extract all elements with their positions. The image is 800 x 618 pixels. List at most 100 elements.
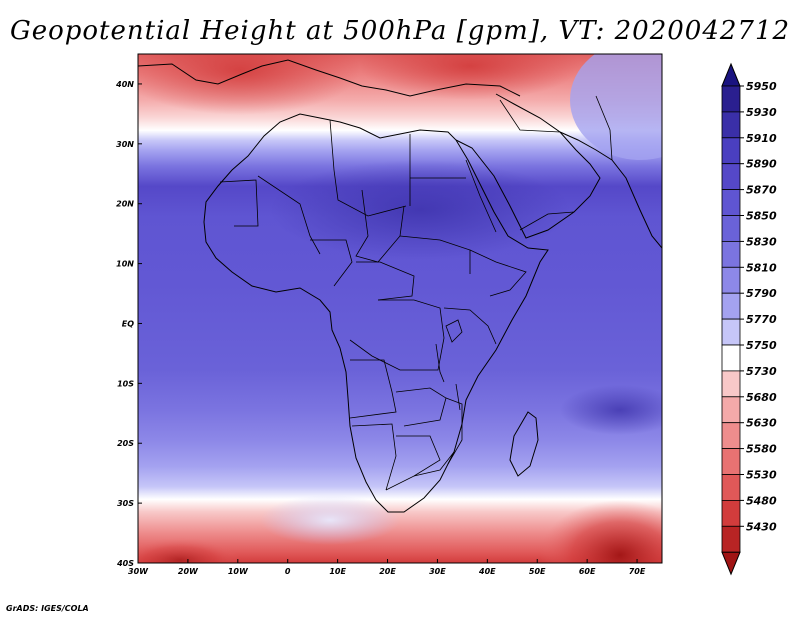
border-mali-niger [257,175,321,255]
border-sudan [399,235,471,274]
colorbar-level-label: 5480 [746,494,777,507]
lon-tick-label: 20E [379,567,396,576]
ridge-northeast [570,54,662,160]
low-height-southwest [138,538,240,563]
india-coastline [611,159,662,249]
lat-tick-label: 10S [117,379,134,388]
high-height-indian-ocean [560,385,662,435]
low-height-southeast [540,500,662,563]
border-botswana [396,435,441,477]
low-height-north [360,54,580,100]
height-field [138,54,662,563]
grads-credit: GrADS: IGES/COLA [6,604,89,613]
lat-tick-label: 30N [116,140,134,149]
colorbar: 5950 5930 5910 5890 5870 5850 5830 5810 5790 5770… [721,62,777,576]
colorbar-level-label: 5890 [746,158,777,171]
madagascar-coastline [509,411,539,477]
colorbar-swatch [721,137,741,165]
lat-tick-label: 30S [117,499,134,508]
colorbar-swatch [721,292,741,320]
border-namibia [351,423,397,491]
latitude-axis: 40N 30N 20N 10N EQ 10S 20S 30S 40S [115,80,142,568]
ridge-south-atlantic [260,495,400,545]
border-ethiopia [469,249,527,297]
colorbar-swatch [721,85,741,113]
map-frame [137,53,663,564]
lat-tick-label: 20S [117,439,134,448]
arabia-coastline [455,93,601,239]
colorbar-level-label: 5630 [746,417,777,430]
lon-tick-label: 40E [478,567,496,576]
colorbar-swatch [721,240,741,268]
country-borders [219,95,613,491]
colorbar-swatch [721,266,741,294]
colorbar-level-label: 5830 [746,235,777,248]
colorbar-level-label: 5810 [746,261,777,274]
colorbar-level-label: 5850 [746,210,777,223]
colorbar-swatch [721,448,741,475]
border-car [356,261,415,301]
colorbar-swatch [721,318,741,346]
lon-tick-label: 0 [285,567,291,576]
colorbar-swatch [721,525,741,553]
colorbar-cap-top [721,62,741,87]
border-east-africa [443,307,497,345]
lon-tick-label: 10E [329,567,346,576]
colorbar-swatch [721,189,741,216]
colorbar-level-label: 5580 [746,443,777,456]
colorbar-swatch [721,370,741,398]
colorbar-level-label: 5680 [746,391,777,404]
lon-tick-label: 10W [228,567,249,576]
lon-tick-label: 30W [128,567,149,576]
border-algeria-libya [329,119,407,217]
lat-tick-label: 20N [116,200,134,209]
high-height-sahara [270,160,570,260]
colorbar-cap-bottom [721,551,741,576]
lon-tick-label: 30E [429,567,446,576]
border-chad [355,189,405,263]
border-drc [349,299,445,371]
border-mauritania [219,179,259,227]
border-iran-pakistan [595,95,613,161]
colorbar-swatch [721,163,741,190]
longitude-axis: 30W 20W 10W 0 10E 20E 30E 40E 50E 60E 70E [128,559,646,576]
colorbar-level-label: 5430 [746,520,777,533]
colorbar-swatch [721,344,741,372]
lon-tick-label: 50E [529,567,546,576]
colorbar-swatch [721,396,741,424]
border-mozambique [445,397,463,465]
lat-tick-label: 40N [115,80,134,89]
lake-tanganyika [435,343,445,383]
red-sea-west-coast [465,159,497,233]
europe-coastline [138,59,521,97]
colorbar-swatch [721,499,741,527]
lake-victoria [445,319,463,343]
colorbar-level-label: 5750 [746,339,777,352]
colorbar-level-label: 5870 [746,184,777,197]
colorbar-swatch [721,474,741,501]
colorbar-level-label: 5730 [746,365,777,378]
colorbar-swatch [721,215,741,242]
lat-tick-label: 40S [116,559,134,568]
map-title: Geopotential Height at 500hPa [gpm], VT:… [9,16,791,46]
border-saudi-yemen [519,211,575,231]
border-south-africa [385,451,455,491]
persian-gulf-coast [559,131,613,161]
colorbar-level-label: 5530 [746,469,777,482]
lat-tick-label: EQ [122,319,134,328]
lat-tick-label: 10N [116,260,134,269]
lon-tick-label: 60E [579,567,596,576]
border-iran-iraq [499,99,561,133]
colorbar-level-label: 5770 [746,313,777,326]
border-angola [349,359,397,419]
lon-tick-label: 70E [629,567,646,576]
colorbar-swatch [721,422,741,450]
lake-malawi [455,383,461,411]
low-height-northwest [138,54,360,115]
colorbar-level-label: 5950 [746,80,777,93]
border-nigeria [310,239,353,287]
lon-tick-label: 20W [178,567,199,576]
colorbar-level-label: 5930 [746,106,777,119]
